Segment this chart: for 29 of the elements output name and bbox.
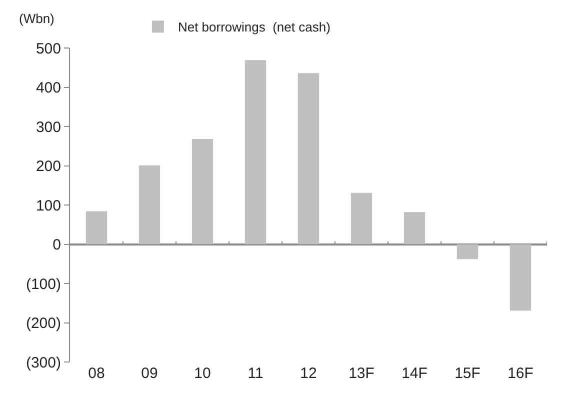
y-tick-label: 200	[36, 158, 61, 175]
x-tick-label: 12	[300, 365, 317, 382]
legend-label: Net borrowings (net cash)	[178, 20, 330, 35]
bar	[86, 211, 108, 244]
bar	[404, 212, 426, 244]
x-tick-label: 08	[88, 365, 105, 382]
y-tick-label: 500	[36, 40, 61, 58]
bar	[192, 139, 214, 244]
x-tick-label: 11	[248, 365, 264, 382]
x-tick-label: 13F	[348, 365, 374, 382]
bar	[244, 60, 266, 244]
x-tick-label: 14F	[402, 365, 428, 382]
bar	[456, 244, 478, 260]
bar	[510, 244, 532, 311]
y-axis-title: (Wbn)	[19, 11, 54, 26]
y-tick-label: 400	[36, 80, 61, 96]
y-tick-label: 0	[52, 236, 61, 254]
y-tick-label: (100)	[26, 276, 61, 293]
x-tick-label: 16F	[508, 365, 534, 382]
x-tick-label: 09	[141, 365, 158, 382]
bar	[350, 192, 372, 244]
y-tick-label: 100	[36, 197, 61, 214]
y-tick-label: (200)	[26, 315, 61, 332]
y-tick-label: 300	[36, 118, 61, 136]
y-tick-label: (300)	[26, 354, 61, 372]
bar	[298, 73, 320, 244]
x-tick-label: 10	[194, 365, 211, 382]
x-tick-label: 15F	[454, 365, 480, 382]
bar	[138, 165, 160, 244]
